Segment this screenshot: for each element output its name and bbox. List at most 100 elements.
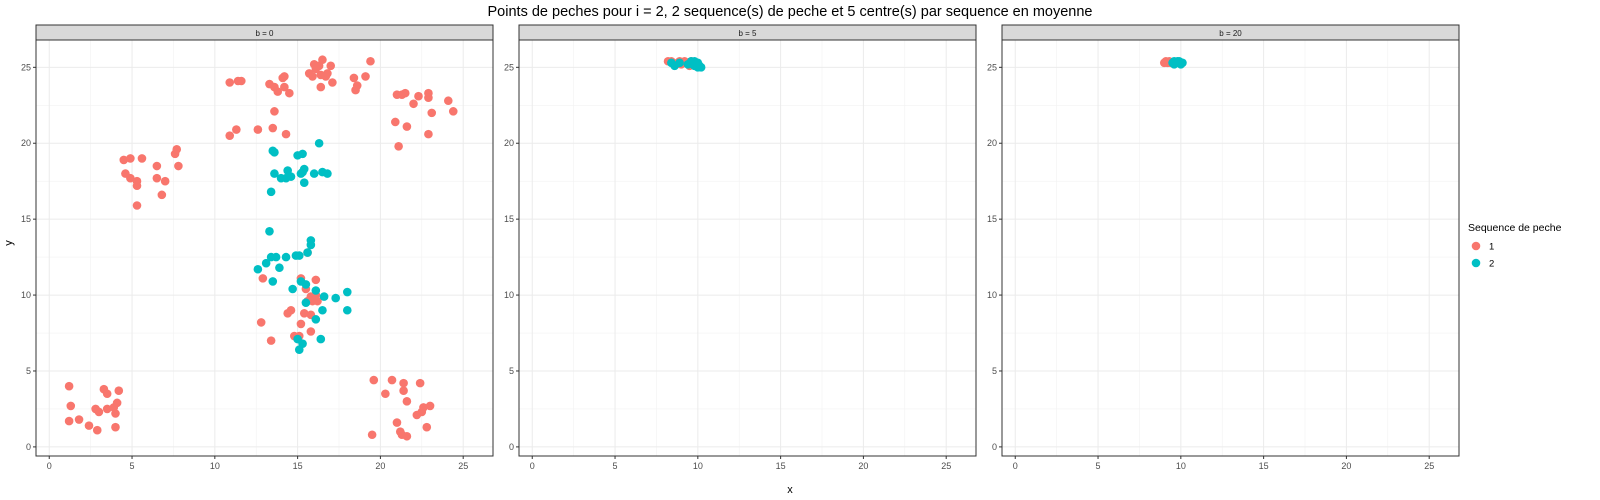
- legend-key: [1471, 241, 1481, 251]
- data-point: [425, 401, 435, 411]
- data-point: [301, 280, 311, 289]
- data-point: [316, 334, 326, 344]
- data-point: [64, 416, 74, 426]
- y-tick-label: 10: [504, 290, 514, 300]
- data-point: [280, 72, 289, 81]
- data-point: [316, 82, 326, 92]
- data-point: [443, 96, 453, 106]
- data-point: [402, 122, 412, 131]
- data-point: [232, 125, 241, 134]
- data-point: [275, 263, 284, 273]
- data-point: [294, 345, 304, 355]
- chart-title: Points de peches pour i = 2, 2 sequence(…: [488, 4, 1093, 20]
- legend: Sequence de peche 1 2: [1468, 222, 1562, 270]
- y-tick-label: 20: [504, 138, 514, 148]
- data-point: [126, 154, 135, 163]
- data-point: [311, 275, 321, 285]
- data-point: [696, 63, 706, 72]
- data-point: [237, 76, 246, 86]
- data-point: [349, 73, 359, 83]
- data-point: [94, 407, 104, 417]
- data-point: [256, 318, 266, 327]
- x-tick-label: 10: [1176, 461, 1186, 471]
- data-point: [126, 173, 135, 183]
- data-point: [270, 169, 279, 178]
- x-tick-label: 20: [375, 461, 385, 471]
- data-point: [288, 284, 297, 294]
- x-tick-label: 10: [693, 461, 703, 471]
- data-point: [270, 107, 279, 116]
- x-tick-label: 0: [530, 461, 535, 471]
- data-point: [66, 401, 76, 411]
- x-tick-label: 0: [47, 461, 52, 471]
- y-tick-label: 25: [21, 62, 31, 72]
- data-point: [399, 386, 408, 396]
- legend-entry: 1: [1471, 241, 1494, 253]
- y-tick-label: 10: [987, 290, 997, 300]
- data-point: [303, 248, 312, 257]
- x-tick-label: 20: [1341, 461, 1351, 471]
- data-point: [306, 240, 316, 250]
- legend-title: Sequence de peche: [1468, 222, 1562, 234]
- data-point: [299, 178, 309, 188]
- data-point: [273, 87, 283, 96]
- data-point: [109, 403, 119, 412]
- y-tick-label: 5: [509, 366, 514, 376]
- data-point: [351, 85, 360, 95]
- data-point: [286, 172, 296, 181]
- series-2: [667, 56, 706, 72]
- data-point: [102, 404, 112, 414]
- legend-label: 2: [1489, 259, 1494, 270]
- data-point: [424, 93, 433, 102]
- data-point: [323, 69, 332, 78]
- x-tick-label: 0: [1013, 461, 1018, 471]
- data-point: [422, 422, 432, 432]
- data-point: [92, 425, 102, 435]
- y-tick-label: 5: [26, 366, 31, 376]
- data-point: [299, 308, 309, 318]
- data-point: [74, 415, 84, 424]
- facet-strip-label: b = 5: [738, 29, 757, 38]
- data-point: [399, 378, 408, 388]
- data-point: [270, 148, 279, 157]
- y-tick-label: 0: [509, 442, 514, 452]
- data-point: [152, 173, 162, 183]
- data-point: [111, 422, 120, 432]
- x-tick-label: 10: [210, 461, 220, 471]
- facet-panel: b = 0 0 5 10 15 20 25 0 5 10 15 20 25: [21, 24, 494, 471]
- data-point: [265, 226, 274, 236]
- x-tick-label: 15: [776, 461, 786, 471]
- data-point: [419, 403, 428, 412]
- data-point: [172, 145, 182, 154]
- data-point: [392, 418, 402, 427]
- y-tick-label: 25: [504, 62, 514, 72]
- x-tick-label: 15: [1259, 461, 1269, 471]
- data-point: [323, 169, 332, 178]
- legend-label: 1: [1489, 242, 1494, 253]
- x-tick-label: 25: [1424, 461, 1434, 471]
- legend-key: [1471, 258, 1481, 268]
- data-point: [311, 286, 321, 295]
- x-tick-label: 25: [941, 461, 951, 471]
- data-point: [427, 108, 437, 118]
- y-tick-label: 20: [21, 138, 31, 148]
- data-point: [342, 305, 352, 315]
- legend-entry: 2: [1471, 258, 1494, 270]
- data-point: [394, 141, 403, 151]
- panel-border: [518, 39, 977, 457]
- data-point: [313, 296, 322, 306]
- y-tick-label: 0: [992, 442, 997, 452]
- data-point: [281, 129, 291, 139]
- data-point: [152, 161, 162, 171]
- data-point: [400, 88, 410, 98]
- data-point: [157, 190, 167, 200]
- data-point: [299, 164, 309, 174]
- data-point: [285, 88, 294, 98]
- data-point: [261, 258, 271, 268]
- data-point: [258, 274, 268, 283]
- x-axis-title: x: [787, 484, 793, 496]
- data-point: [308, 72, 317, 81]
- data-point: [271, 252, 281, 262]
- facet-strip-label: b = 20: [1219, 29, 1242, 38]
